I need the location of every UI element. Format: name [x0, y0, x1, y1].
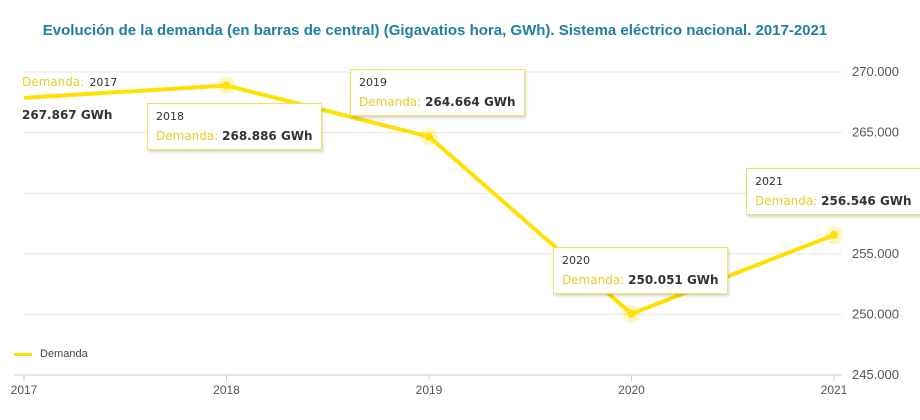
- tooltip-2020-label: Demanda:: [562, 273, 625, 287]
- y-tick-label: 265.000: [852, 125, 899, 140]
- y-tick-label: 270.000: [852, 64, 899, 79]
- y-tick-label: 255.000: [852, 246, 899, 261]
- tooltip-2021-year: 2021: [755, 175, 783, 188]
- y-tick-label: 245.000: [852, 367, 899, 382]
- y-tick-label: 250.000: [852, 306, 899, 321]
- tooltip-2019-label: Demanda:: [359, 95, 422, 109]
- label-2017-year: 2017: [89, 76, 118, 89]
- data-point: [222, 81, 231, 90]
- tooltip-2020-value: 250.051 GWh: [628, 273, 719, 287]
- x-tick-label: 2018: [213, 383, 240, 397]
- x-tick-label: 2019: [416, 383, 443, 397]
- data-point: [425, 132, 433, 141]
- tooltip-2020: 2020 Demanda: 250.051 GWh: [553, 247, 728, 294]
- tooltip-2018: 2018 Demanda: 268.886 GWh: [147, 103, 322, 150]
- tooltip-2019-value: 264.664 GWh: [425, 95, 516, 109]
- legend[interactable]: Demanda: [14, 348, 88, 360]
- legend-swatch: [14, 352, 32, 356]
- x-tick-label: 2020: [618, 383, 645, 397]
- tooltip-2021: 2021 Demanda: 256.546 GWh: [746, 168, 920, 215]
- chart-title: Evolución de la demanda (en barras de ce…: [42, 22, 828, 39]
- label-2017-series: Demanda:: [22, 75, 85, 89]
- label-2017-value: 267.867 GWh: [22, 108, 113, 122]
- x-tick-label: 2017: [11, 383, 38, 397]
- tooltip-2018-value: 268.886 GWh: [222, 129, 313, 143]
- data-point: [627, 309, 636, 318]
- tooltip-2021-label: Demanda:: [755, 194, 818, 208]
- data-point: [830, 231, 838, 240]
- label-2017-header: Demanda: 2017: [22, 71, 117, 90]
- tooltip-2019-year: 2019: [359, 76, 387, 89]
- tooltip-2018-year: 2018: [156, 110, 184, 123]
- tooltip-2020-year: 2020: [562, 254, 590, 267]
- tooltip-2019: 2019 Demanda: 264.664 GWh: [350, 69, 525, 116]
- tooltip-2018-label: Demanda:: [156, 129, 219, 143]
- x-tick-label: 2021: [821, 383, 848, 397]
- legend-label: Demanda: [40, 348, 88, 360]
- tooltip-2021-value: 256.546 GWh: [821, 194, 912, 208]
